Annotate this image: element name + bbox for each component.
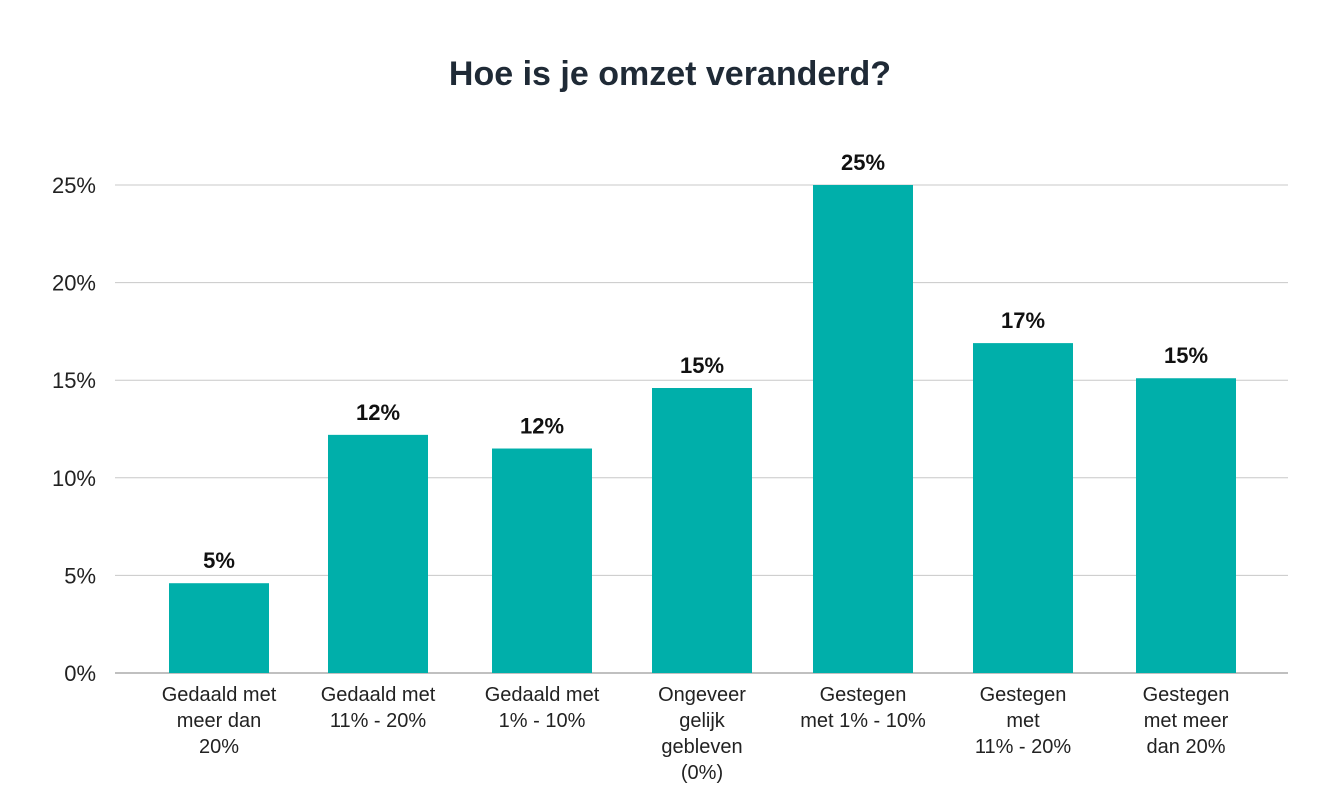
bar [813, 185, 913, 673]
x-tick-label: met meer [1144, 710, 1229, 732]
y-tick-label: 15% [52, 368, 96, 393]
data-label: 5% [203, 548, 235, 573]
x-tick-label: dan 20% [1147, 736, 1226, 758]
data-labels: 5% 12% 12% 15% 25% 17% 15% [203, 150, 1208, 573]
bar [328, 434, 428, 673]
x-tick-label: 11% - 20% [330, 710, 427, 732]
y-tick-label: 5% [64, 563, 96, 588]
x-tick-label: met [1006, 710, 1040, 732]
chart-title: Hoe is je omzet veranderd? [449, 55, 891, 93]
x-axis-ticks: Gedaald met meer dan 20% Gedaald met 11% - 2… [162, 684, 1230, 784]
x-tick-label: Gedaald met [321, 684, 436, 706]
bar [1136, 378, 1236, 673]
x-tick-label: Gedaald met [162, 684, 277, 706]
data-label: 12% [520, 414, 564, 439]
data-label: 25% [841, 150, 885, 175]
x-tick-label: gebleven [661, 736, 742, 758]
data-label: 17% [1001, 308, 1045, 333]
y-axis-ticks: 0% 5% 10% 15% 20% 25% [52, 173, 96, 686]
x-tick-label: gelijk [679, 710, 726, 732]
x-tick-label: Gestegen [980, 684, 1067, 706]
x-tick-label: Gestegen [1143, 684, 1230, 706]
bar [973, 343, 1073, 673]
data-label: 12% [356, 400, 400, 425]
y-tick-label: 10% [52, 466, 96, 491]
bar [652, 388, 752, 673]
y-tick-label: 0% [64, 661, 96, 686]
x-tick-label: Gedaald met [485, 684, 600, 706]
x-tick-label: 20% [199, 736, 239, 758]
x-tick-label: (0%) [681, 762, 723, 784]
y-tick-label: 25% [52, 173, 96, 198]
y-tick-label: 20% [52, 271, 96, 296]
x-tick-label: 1% - 10% [499, 710, 586, 732]
x-tick-label: Gestegen [820, 684, 907, 706]
x-tick-label: meer dan [177, 710, 262, 732]
bar [492, 448, 592, 673]
data-label: 15% [680, 353, 724, 378]
data-label: 15% [1164, 343, 1208, 368]
x-tick-label: met 1% - 10% [800, 710, 926, 732]
bars [169, 185, 1236, 673]
x-tick-label: 11% - 20% [975, 736, 1072, 758]
x-tick-label: Ongeveer [658, 684, 746, 706]
bar [169, 583, 269, 673]
